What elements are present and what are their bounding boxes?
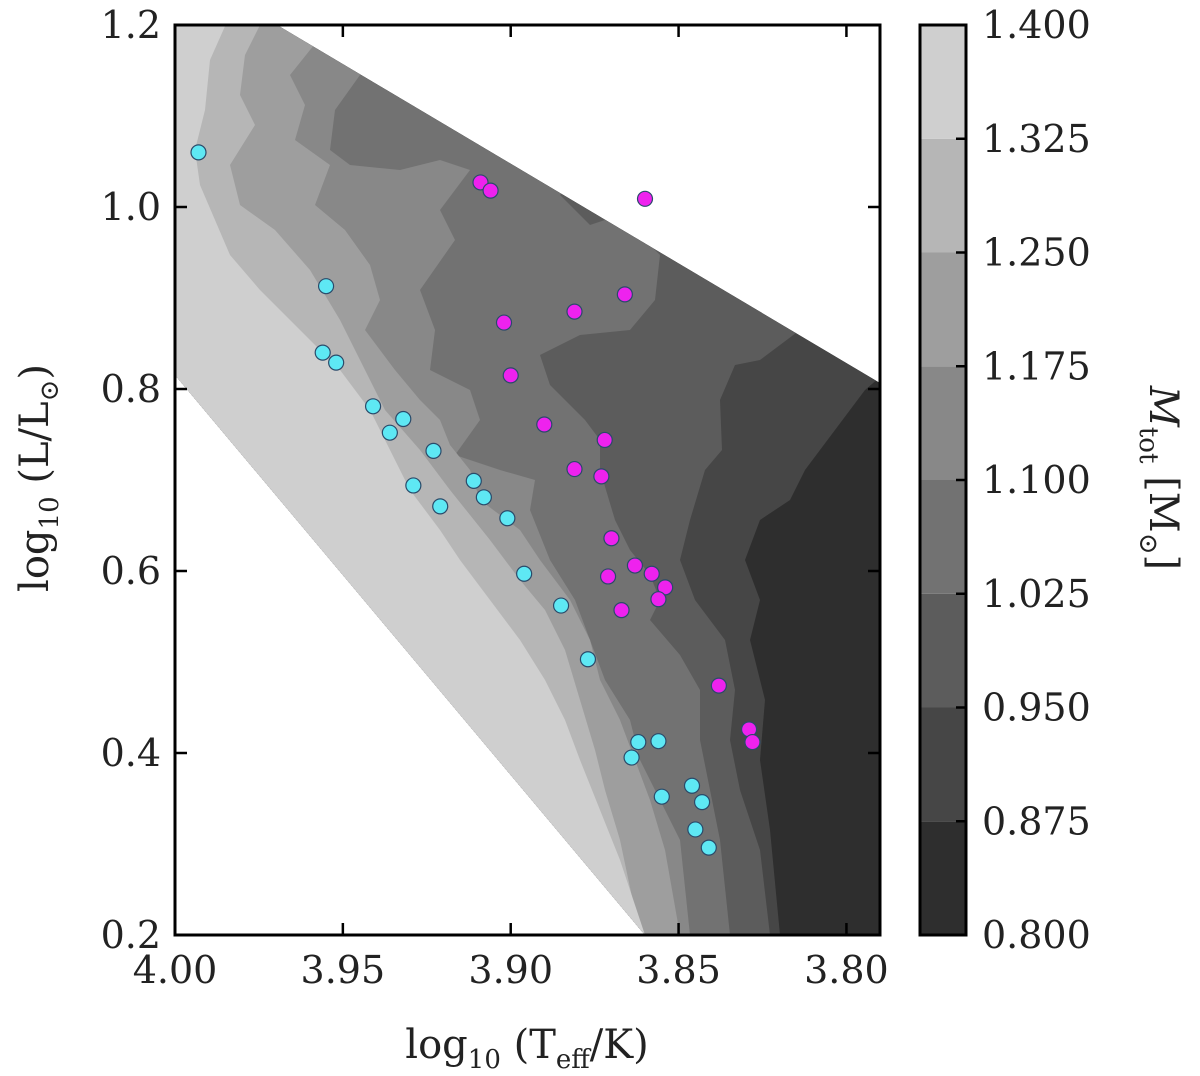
cyan-point [650,733,667,750]
magenta-point [710,677,727,694]
magenta-point [599,568,617,585]
colorbar-ticks: 0.800 0.875 0.950 1.025 1.100 1.175 1.250 1.325… [956,3,1091,957]
cyan-point [499,510,516,527]
colorbar-tick-label: 0.950 [982,686,1091,730]
cyan-point [425,442,442,459]
x-axis-title: log10 (Teff/K) [405,1022,648,1075]
cyan-point [683,777,701,794]
cyan-point [405,477,422,494]
x-tick-label: 3.80 [804,948,889,992]
y-axis-title: log10 (L/L⊙) [12,364,65,592]
magenta-point [643,565,660,582]
cyan-point [432,498,449,515]
cyan-point [630,733,647,751]
cyan-point [693,794,711,811]
colorbar-band [920,366,966,480]
colorbar-band [920,593,966,708]
magenta-point [566,460,583,478]
magenta-point [603,530,620,547]
cyan-point [653,788,670,805]
magenta-point [502,367,519,384]
magenta-point [536,416,553,433]
y-tick-label: 1.0 [101,185,161,229]
colorbar-tick-label: 1.400 [982,3,1091,47]
x-axis: 4.00 3.95 3.90 3.85 3.80 [133,25,889,992]
magenta-point [566,303,583,320]
cyan-point [516,565,533,582]
cyan-point [623,749,640,766]
colorbar-tick-label: 0.800 [982,913,1091,957]
plot-frame [173,23,882,937]
y-axis: 0.2 0.4 0.6 0.8 1.0 1.2 [101,3,880,957]
y-tick-label: 1.2 [101,3,161,47]
magenta-point [650,591,667,608]
y-tick-label: 0.2 [101,913,161,957]
colorbar-tick-label: 1.025 [982,572,1091,616]
magenta-point [596,431,613,449]
colorbar-title: Mtot [M⊙] [1133,385,1186,570]
cyan-point [687,821,704,838]
colorbar-tick-label: 1.175 [982,344,1091,388]
magenta-point [495,314,513,331]
x-tick-label: 3.95 [301,948,386,992]
magenta-point [482,182,499,199]
y-tick-label: 0.6 [101,549,161,593]
scatter-points [190,144,761,856]
cyan-point [314,344,331,361]
cyan-point [395,410,412,428]
cyan-point [328,354,345,371]
colorbar-tick-label: 1.100 [982,458,1091,502]
cyan-point [579,651,597,668]
colorbar-band [920,707,966,822]
magenta-point [626,557,644,574]
magenta-point [613,602,630,619]
magenta-point [593,468,610,485]
colorbar-band [920,25,966,139]
colorbar-tick-label: 1.250 [982,231,1091,275]
cyan-point [381,424,398,441]
colorbar [920,25,966,935]
y-tick-label: 0.4 [101,731,161,775]
y-tick-label: 0.8 [101,367,161,411]
cyan-point [465,472,482,490]
x-tick-label: 4.00 [133,948,218,992]
magenta-point [636,190,654,207]
cyan-point [700,839,717,856]
colorbar-band [920,821,966,935]
magenta-point [616,286,633,303]
cyan-point [364,398,382,415]
colorbar-tick-label: 0.875 [982,799,1091,843]
cyan-point [552,597,570,614]
cyan-point [190,144,207,161]
colorbar-band [920,252,966,367]
x-tick-label: 3.90 [468,948,553,992]
colorbar-band [920,138,966,253]
magenta-point [744,733,761,751]
colorbar-tick-label: 1.325 [982,117,1091,161]
colorbar-band [920,480,966,594]
cyan-point [475,489,492,506]
x-tick-label: 3.85 [636,948,721,992]
cyan-point [317,278,335,295]
